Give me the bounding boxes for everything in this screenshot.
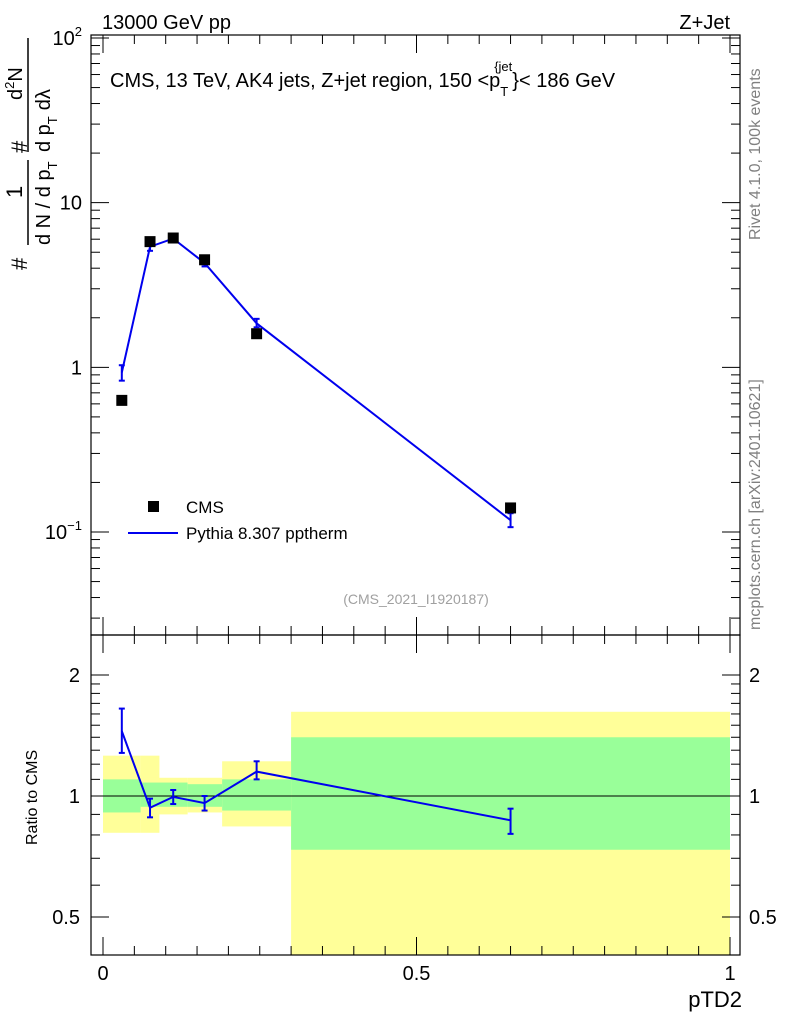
- energy-label: 13000 GeV pp: [102, 12, 231, 34]
- ylabel-dpt-dl: d pTdλ: [33, 89, 60, 152]
- y-tick-label: 10: [60, 193, 82, 215]
- y-tick-exponent: −1: [67, 518, 82, 533]
- ratio-plot-frame: [90, 634, 741, 956]
- plot-title-sup: {jet: [494, 59, 512, 74]
- plot-title: CMS, 13 TeV, AK4 jets, Z+jet region, 150…: [110, 59, 616, 99]
- ylabel-d: d: [5, 89, 27, 100]
- pythia-line: [120, 237, 512, 521]
- y-tick-base: 10: [60, 193, 82, 215]
- ratio-y-tick-label-right: 2: [749, 665, 760, 687]
- y-tick-base: 10: [45, 522, 67, 544]
- ratio-data: [118, 707, 514, 835]
- y-tick-base: 10: [53, 28, 75, 50]
- ratio-axis-ticks: 2 2 1 1 0.5 0.5 0 0.5 1: [52, 635, 777, 985]
- ylabel-one: 1: [2, 186, 27, 198]
- analysis-watermark: (CMS_2021_I1920187): [343, 591, 489, 607]
- y-tick-label: 1: [71, 357, 82, 379]
- mcplots-label: mcplots.cern.ch [arXiv:2401.10621]: [747, 379, 764, 630]
- legend: CMS Pythia 8.307 pptherm: [128, 498, 348, 543]
- plot-title-tail: }< 186 GeV: [512, 70, 616, 92]
- ylabel-n: N: [5, 67, 27, 81]
- x-tick-label: 0: [97, 963, 108, 985]
- ylabel-dpt: d p: [33, 124, 55, 152]
- ylabel-denom-text: d N / d p: [33, 169, 55, 245]
- ylabel-sup2: 2: [2, 82, 17, 89]
- ratio-y-tick-label-left: 0.5: [52, 907, 80, 929]
- ylabel-dpt-sub: T: [45, 116, 60, 124]
- ylabel-denom-sub: T: [45, 161, 60, 169]
- y-tick-label: 10−1: [45, 518, 82, 544]
- ylabel-hash-1: #: [7, 257, 32, 270]
- ylabel-d2n: d2N: [2, 67, 27, 100]
- ratio-y-tick-label-right: 0.5: [749, 907, 777, 929]
- cms-data-point: [116, 394, 128, 406]
- cms-data-point: [167, 232, 179, 244]
- cms-data-point: [251, 328, 263, 340]
- cms-data-point: [144, 236, 156, 248]
- y-axis-label: # 1 d N / d pT # d2N d pTdλ: [2, 38, 60, 270]
- ratio-y-tick-label-left: 1: [69, 786, 80, 808]
- ylabel-denominator: d N / d pT: [33, 161, 60, 245]
- legend-pythia-label: Pythia 8.307 pptherm: [186, 524, 348, 543]
- legend-cms-label: CMS: [186, 498, 224, 517]
- y-tick-exponent: 2: [75, 24, 82, 39]
- rivet-label: Rivet 4.1.0, 100k events: [747, 68, 764, 240]
- plot-title-sub: T: [500, 84, 508, 99]
- x-tick-label: 1: [724, 963, 735, 985]
- ratio-bands: [103, 711, 730, 955]
- process-label: Z+Jet: [679, 12, 730, 34]
- x-axis-label: pTD2: [688, 987, 742, 1012]
- x-tick-label: 0.5: [403, 963, 431, 985]
- ylabel-dl: dλ: [33, 89, 55, 110]
- y-tick-label: 102: [53, 24, 82, 50]
- ratio-y-tick-label-left: 2: [69, 665, 80, 687]
- cms-data-point: [505, 502, 517, 514]
- ratio-band-green: [222, 779, 292, 811]
- legend-cms-marker: [148, 501, 159, 512]
- ylabel-hash-2: #: [7, 140, 32, 153]
- plot-title-main: CMS, 13 TeV, AK4 jets, Z+jet region, 150…: [110, 70, 500, 92]
- ratio-y-tick-label-right: 1: [749, 786, 760, 808]
- cms-data-point: [199, 254, 211, 266]
- ratio-y-label: Ratio to CMS: [24, 750, 41, 845]
- y-tick-base: 1: [71, 357, 82, 379]
- ratio-pythia-line: [120, 730, 511, 822]
- main-plot-frame: [90, 34, 741, 636]
- main-data: [116, 232, 517, 529]
